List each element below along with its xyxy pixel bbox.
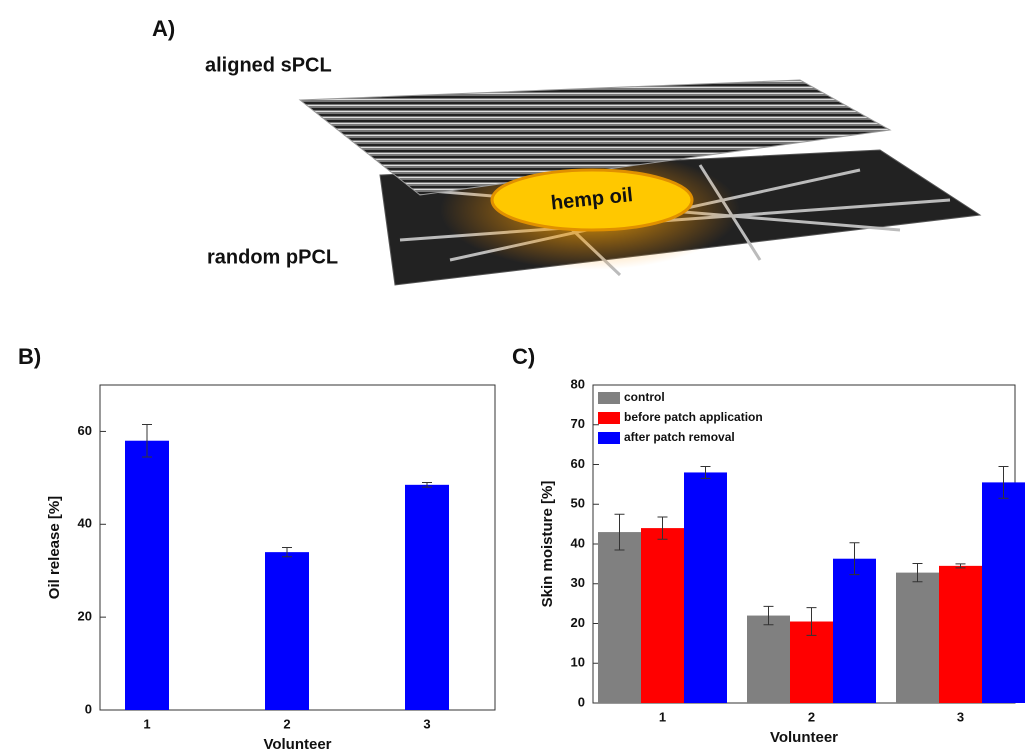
diagram: A) aligned sPCL random pPCL hemp oil [152, 16, 982, 286]
error-bar [998, 465, 1009, 499]
bar [833, 558, 876, 703]
panel-label: C) [512, 344, 535, 369]
legend-label: control [624, 390, 665, 404]
panel-label: B) [18, 344, 41, 369]
y-tick-label: 70 [571, 416, 585, 431]
bar [684, 472, 727, 703]
error-bar [955, 563, 966, 569]
bar [982, 482, 1025, 703]
error-bar [422, 482, 432, 488]
hemp-oil [490, 168, 694, 232]
legend-label: after patch removal [624, 430, 735, 444]
legend-swatch [598, 392, 620, 404]
bar [896, 572, 939, 703]
y-tick-label: 40 [78, 516, 92, 531]
bar [405, 484, 449, 710]
x-tick-label: 3 [423, 716, 430, 731]
error-bar [912, 562, 923, 583]
error-bar [763, 605, 774, 626]
bar [265, 552, 309, 710]
y-tick-label: 10 [571, 655, 585, 670]
x-tick-label: 2 [808, 709, 815, 724]
panel-label: A) [152, 16, 175, 41]
bar [747, 615, 790, 703]
y-axis-title: Oil release [%] [46, 496, 63, 599]
x-tick-label: 1 [143, 716, 150, 731]
y-tick-label: 20 [571, 615, 585, 630]
y-tick-label: 40 [571, 535, 585, 550]
chart: B) 0 20 40 60 Volunteer Oil release [%] 1 2 3 [18, 344, 496, 753]
layer-label: aligned sPCL [205, 54, 332, 76]
error-bar [806, 607, 817, 636]
x-tick-label: 3 [957, 709, 964, 724]
y-tick-label: 0 [578, 694, 585, 709]
legend-swatch [598, 412, 620, 424]
y-axis-title: Skin moisture [%] [539, 481, 556, 608]
aligned-layer [298, 79, 892, 196]
y-tick-label: 0 [85, 701, 92, 716]
x-tick-label: 2 [283, 716, 290, 731]
y-tick-label: 20 [78, 609, 92, 624]
legend-label: before patch application [624, 410, 763, 424]
error-bar [700, 465, 711, 479]
error-bar [282, 547, 292, 558]
layer-label: random pPCL [207, 246, 338, 268]
bar [125, 440, 169, 710]
y-tick-label: 60 [78, 423, 92, 438]
error-bar [614, 513, 625, 551]
bar [939, 565, 982, 703]
y-tick-label: 50 [571, 496, 585, 511]
x-axis-title: Volunteer [770, 729, 838, 746]
error-bar [657, 516, 668, 540]
x-tick-label: 1 [659, 709, 666, 724]
legend-swatch [598, 432, 620, 444]
y-tick-label: 30 [571, 575, 585, 590]
y-tick-label: 60 [571, 456, 585, 471]
error-bar [849, 542, 860, 576]
bar [641, 528, 684, 703]
y-tick-label: 80 [571, 376, 585, 391]
chart: C) 0 10 20 30 40 50 60 70 80 Volunteer Skin moistur… [512, 344, 1025, 746]
x-axis-title: Volunteer [263, 736, 331, 753]
bar [598, 532, 641, 703]
error-bar [142, 423, 152, 458]
